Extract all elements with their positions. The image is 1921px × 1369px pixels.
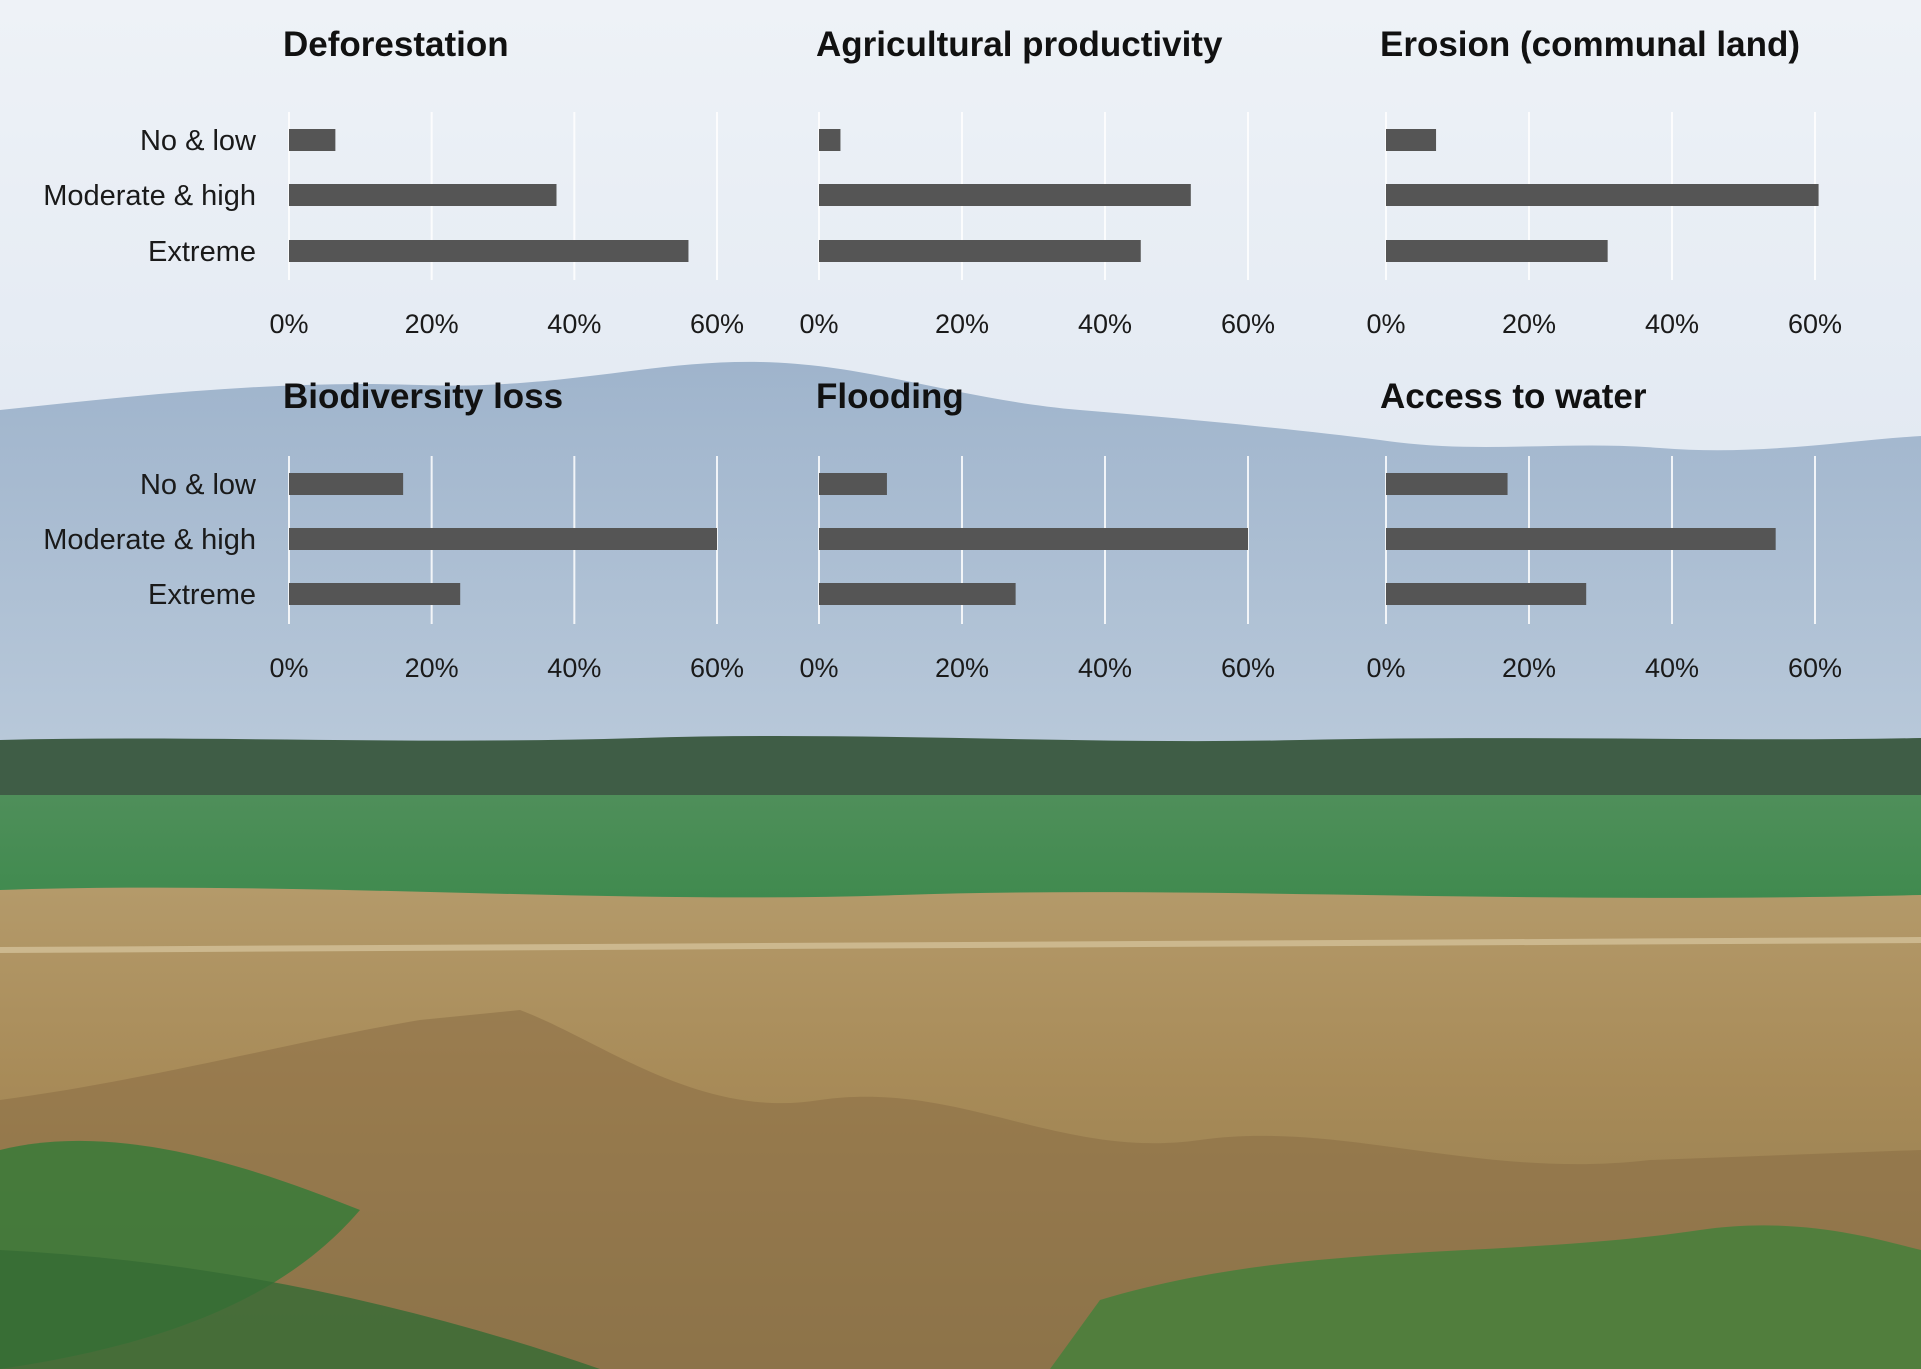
tick-label: 0% — [1366, 653, 1405, 683]
bar — [819, 473, 887, 495]
chart-panel: Agricultural productivity 0% 20% 40% 60% — [799, 25, 1275, 339]
bar — [819, 528, 1248, 550]
bar — [1386, 129, 1437, 151]
chart-title: Biodiversity loss — [283, 377, 563, 416]
category-label: No & low — [140, 469, 257, 501]
chart-panel: Deforestation No & low Moderate & high Extr… — [43, 25, 744, 339]
chart-panel: Access to water 0% 20% 40% 60% — [1366, 377, 1842, 683]
bar — [289, 583, 461, 605]
category-label: Extreme — [148, 579, 256, 611]
category-label: No & low — [140, 125, 257, 157]
category-label: Extreme — [148, 236, 256, 268]
tick-label: 20% — [405, 309, 459, 339]
tick-label: 40% — [1078, 653, 1132, 683]
tick-label: 0% — [269, 309, 308, 339]
chart-panel: Erosion (communal land) 0% 20% 40% 60% — [1366, 25, 1842, 339]
tick-label: 40% — [1645, 653, 1699, 683]
bar — [289, 129, 336, 151]
chart-title: Deforestation — [283, 25, 509, 64]
chart-panel: Flooding 0% 20% 40% 60% — [799, 377, 1275, 683]
tick-label: 0% — [799, 309, 838, 339]
bar — [1386, 528, 1776, 550]
bar — [819, 129, 841, 151]
tick-label: 60% — [1788, 309, 1842, 339]
tick-label: 20% — [935, 309, 989, 339]
chart-title: Agricultural productivity — [816, 25, 1223, 64]
tick-label: 0% — [1366, 309, 1405, 339]
bar — [819, 184, 1191, 206]
category-label: Moderate & high — [43, 524, 256, 556]
tick-label: 0% — [799, 653, 838, 683]
tick-label: 40% — [547, 653, 601, 683]
bar — [1386, 240, 1608, 262]
bar — [1386, 583, 1587, 605]
bar — [819, 240, 1141, 262]
tick-label: 20% — [1502, 653, 1556, 683]
tick-label: 20% — [935, 653, 989, 683]
chart-title: Flooding — [816, 377, 964, 416]
tick-label: 60% — [690, 653, 744, 683]
chart-panel: Biodiversity loss No & low Moderate & high… — [43, 377, 744, 683]
chart-title: Erosion (communal land) — [1380, 25, 1800, 64]
tick-label: 20% — [405, 653, 459, 683]
bar — [289, 473, 404, 495]
category-label: Moderate & high — [43, 180, 256, 212]
bar — [819, 583, 1016, 605]
bar — [289, 528, 717, 550]
tick-label: 40% — [547, 309, 601, 339]
bar — [289, 184, 557, 206]
tick-label: 60% — [1221, 309, 1275, 339]
tick-label: 60% — [690, 309, 744, 339]
tick-label: 0% — [269, 653, 308, 683]
bar — [1386, 473, 1508, 495]
bar — [1386, 184, 1819, 206]
chart-title: Access to water — [1380, 377, 1647, 416]
tick-label: 40% — [1645, 309, 1699, 339]
tick-label: 40% — [1078, 309, 1132, 339]
tick-label: 60% — [1221, 653, 1275, 683]
tick-label: 20% — [1502, 309, 1556, 339]
bar — [289, 240, 689, 262]
tick-label: 60% — [1788, 653, 1842, 683]
